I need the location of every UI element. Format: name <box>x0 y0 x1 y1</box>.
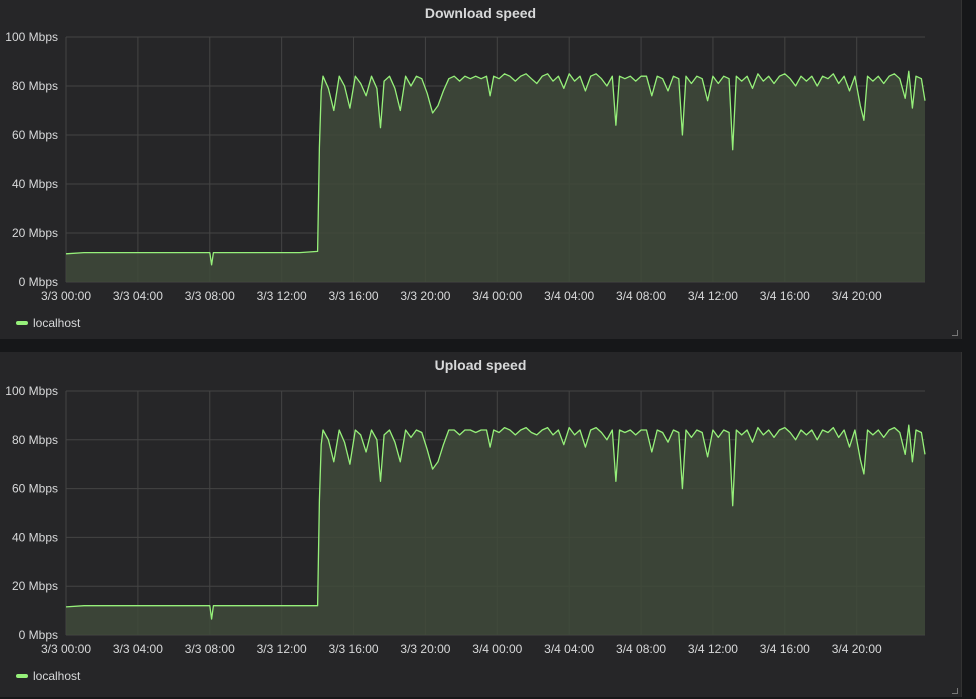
y-tick-label: 60 Mbps <box>12 128 58 142</box>
series-line <box>65 424 926 620</box>
x-tick-label: 3/4 04:00 <box>544 642 594 656</box>
x-tick-label: 3/4 20:00 <box>832 642 882 656</box>
y-tick-label: 80 Mbps <box>12 433 58 447</box>
y-tick-label: 0 Mbps <box>19 275 58 289</box>
x-tick-label: 3/4 08:00 <box>616 642 666 656</box>
y-tick-label: 40 Mbps <box>12 530 58 544</box>
x-tick-label: 3/3 04:00 <box>113 289 163 303</box>
x-tick-label: 3/3 12:00 <box>257 642 307 656</box>
download-speed-chart: 0 Mbps 20 Mbps 40 Mbps 60 Mbps 80 Mbps 100 Mb… <box>5 30 926 303</box>
upload-speed-panel: 0 Mbps 20 Mbps 40 Mbps 60 Mbps 80 Mbps 100 Mb… <box>0 352 962 697</box>
x-tick-label: 3/4 16:00 <box>760 642 810 656</box>
legend-color-swatch <box>16 674 28 678</box>
legend-label: localhost <box>33 669 81 683</box>
x-tick-label: 3/3 20:00 <box>400 289 450 303</box>
panel-title[interactable]: Download speed <box>424 5 537 21</box>
panel-title[interactable]: Upload speed <box>434 357 527 373</box>
y-tick-label: 100 Mbps <box>5 30 58 44</box>
x-tick-label: 3/4 12:00 <box>688 289 738 303</box>
x-tick-label: 3/3 20:00 <box>400 642 450 656</box>
upload-speed-chart: 0 Mbps 20 Mbps 40 Mbps 60 Mbps 80 Mbps 100 Mb… <box>5 384 926 656</box>
y-tick-label: 0 Mbps <box>19 628 58 642</box>
x-tick-label: 3/3 12:00 <box>257 289 307 303</box>
y-tick-label: 20 Mbps <box>12 579 58 593</box>
resize-handle[interactable] <box>952 688 958 694</box>
legend-color-swatch <box>16 321 28 325</box>
x-tick-label: 3/4 08:00 <box>616 289 666 303</box>
x-tick-label: 3/4 12:00 <box>688 642 738 656</box>
x-tick-label: 3/3 08:00 <box>185 289 235 303</box>
legend-label: localhost <box>33 316 81 330</box>
y-tick-label: 40 Mbps <box>12 177 58 191</box>
series-line <box>65 70 926 266</box>
panel-separator <box>0 339 976 352</box>
x-tick-label: 3/3 00:00 <box>41 289 91 303</box>
x-tick-label: 3/4 16:00 <box>760 289 810 303</box>
legend-item-localhost[interactable]: localhost <box>16 669 80 683</box>
resize-handle[interactable] <box>952 330 958 336</box>
x-tick-label: 3/3 08:00 <box>185 642 235 656</box>
series-area-fill <box>66 71 925 282</box>
y-tick-label: 60 Mbps <box>12 482 58 496</box>
x-tick-label: 3/3 16:00 <box>329 289 379 303</box>
x-tick-label: 3/3 00:00 <box>41 642 91 656</box>
x-tick-label: 3/4 00:00 <box>472 642 522 656</box>
y-tick-label: 100 Mbps <box>5 384 58 398</box>
series-area-fill <box>66 425 925 635</box>
y-tick-label: 20 Mbps <box>12 226 58 240</box>
x-tick-label: 3/3 04:00 <box>113 642 163 656</box>
x-tick-label: 3/4 20:00 <box>832 289 882 303</box>
x-tick-label: 3/4 04:00 <box>544 289 594 303</box>
x-tick-label: 3/4 00:00 <box>472 289 522 303</box>
legend-item-localhost[interactable]: localhost <box>16 316 80 330</box>
download-speed-panel: 0 Mbps 20 Mbps 40 Mbps 60 Mbps 80 Mbps 100 Mb… <box>0 0 962 339</box>
x-tick-label: 3/3 16:00 <box>329 642 379 656</box>
y-tick-label: 80 Mbps <box>12 79 58 93</box>
